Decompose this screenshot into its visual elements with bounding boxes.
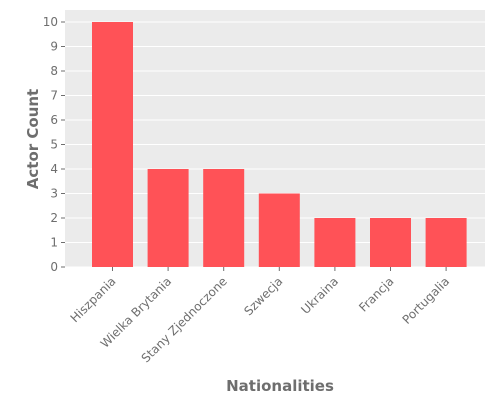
x-axis-title: Nationalities — [226, 377, 334, 395]
bar — [314, 218, 356, 267]
bar — [147, 169, 189, 267]
y-tick-label: 10 — [43, 15, 58, 29]
x-tick-label: Francja — [356, 274, 396, 314]
x-tick-label: Hiszpania — [68, 274, 119, 325]
bar — [258, 193, 300, 267]
y-tick-label: 6 — [50, 113, 58, 127]
bar — [425, 218, 467, 267]
bar — [92, 22, 133, 267]
y-tick-label: 2 — [50, 211, 58, 225]
x-tick-label: Szwecja — [241, 274, 285, 318]
x-tick-label: Portugalia — [400, 274, 453, 327]
y-tick-label: 3 — [50, 187, 58, 201]
bars — [92, 22, 467, 267]
bar — [370, 218, 411, 267]
x-tick-label: Ukraina — [298, 274, 341, 317]
y-axis-title: Actor Count — [24, 89, 42, 189]
y-tick-label: 5 — [50, 138, 58, 152]
y-tick-label: 1 — [50, 236, 58, 250]
y-axis-ticks: 0 1 2 3 4 5 6 7 8 9 10 — [43, 15, 65, 274]
bar — [203, 169, 245, 267]
y-tick-label: 7 — [50, 89, 58, 103]
y-tick-label: 9 — [50, 40, 58, 54]
y-tick-label: 4 — [50, 162, 58, 176]
y-tick-label: 0 — [50, 260, 58, 274]
y-tick-label: 8 — [50, 64, 58, 78]
